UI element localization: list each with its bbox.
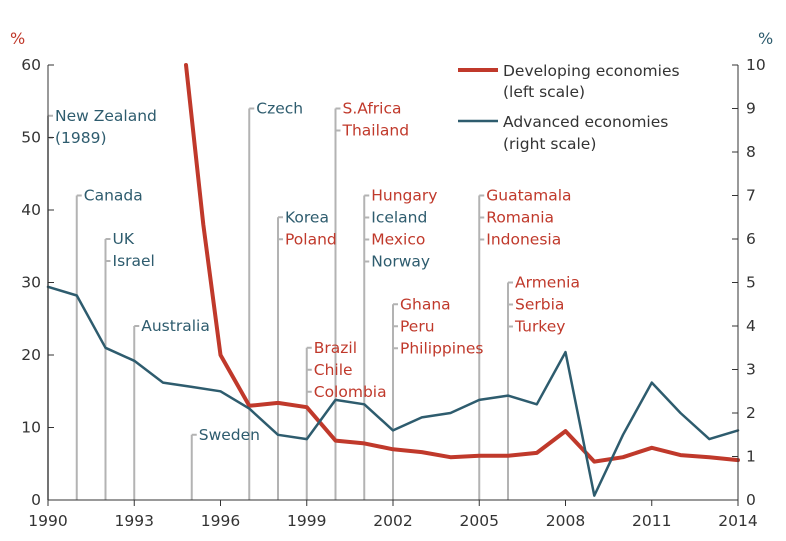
x-tick-label: 2008 bbox=[546, 512, 585, 530]
x-tick-label: 1996 bbox=[201, 512, 240, 530]
annotation-new-zealand: New Zealand bbox=[55, 107, 157, 125]
x-tick-label: 2005 bbox=[460, 512, 499, 530]
right-tick-label: 3 bbox=[746, 361, 756, 379]
annotation-turkey: Turkey bbox=[514, 318, 565, 336]
left-tick-label: 40 bbox=[21, 201, 41, 219]
annotation-peru: Peru bbox=[400, 317, 435, 335]
annotation-uk: UK bbox=[113, 230, 135, 248]
legend: Developing economies (left scale) Advanc… bbox=[458, 62, 680, 153]
right-tick-label: 4 bbox=[746, 317, 756, 335]
annotation-sweden: Sweden bbox=[199, 426, 260, 444]
x-tick-label: 2002 bbox=[373, 512, 412, 530]
right-tick-label: 10 bbox=[746, 56, 766, 74]
annotation-1989: (1989) bbox=[55, 129, 107, 147]
legend-label-developing: Developing economies bbox=[503, 62, 680, 80]
annotation-armenia: Armenia bbox=[515, 274, 580, 292]
annotation-brazil: Brazil bbox=[314, 339, 357, 357]
left-tick-label: 30 bbox=[21, 274, 41, 292]
annotation-hungary: Hungary bbox=[371, 187, 437, 205]
series-line-developing bbox=[184, 63, 740, 464]
annotation-indonesia: Indonesia bbox=[486, 231, 561, 249]
annotation-australia: Australia bbox=[141, 317, 210, 335]
right-tick-label: 6 bbox=[746, 230, 756, 248]
legend-label-advanced: Advanced economies bbox=[503, 113, 668, 131]
x-tick-label: 2011 bbox=[632, 512, 671, 530]
left-tick-label: 0 bbox=[31, 491, 41, 509]
annotation-chile: Chile bbox=[314, 361, 353, 379]
annotation-guatamala: Guatamala bbox=[486, 187, 571, 205]
annotation-canada: Canada bbox=[84, 187, 143, 205]
left-tick-label: 60 bbox=[21, 56, 41, 74]
annotation-norway: Norway bbox=[371, 253, 430, 271]
annotation-mexico: Mexico bbox=[371, 231, 425, 249]
annotation-s-africa: S.Africa bbox=[343, 100, 402, 118]
x-tick-label: 2014 bbox=[718, 512, 757, 530]
annotation-romania: Romania bbox=[486, 209, 554, 227]
series-line-advanced bbox=[46, 285, 740, 497]
right-tick-label: 9 bbox=[746, 100, 756, 118]
right-axis-unit: % bbox=[758, 29, 773, 48]
right-tick-label: 2 bbox=[746, 404, 756, 422]
right-tick-label: 5 bbox=[746, 274, 756, 292]
annotation-colombia: Colombia bbox=[314, 383, 387, 401]
x-tick-label: 1999 bbox=[287, 512, 326, 530]
series-lines bbox=[46, 63, 740, 497]
x-tick-label: 1993 bbox=[115, 512, 154, 530]
legend-sub-advanced: (right scale) bbox=[503, 135, 596, 153]
left-axis-unit: % bbox=[10, 29, 25, 48]
annotation-serbia: Serbia bbox=[515, 296, 564, 314]
annotation-ghana: Ghana bbox=[400, 295, 451, 313]
right-tick-label: 0 bbox=[746, 491, 756, 509]
annotation-iceland: Iceland bbox=[371, 209, 427, 227]
annotation-thailand: Thailand bbox=[342, 122, 410, 140]
x-tick-label: 1990 bbox=[28, 512, 67, 530]
left-tick-label: 20 bbox=[21, 346, 41, 364]
annotation-philippines: Philippines bbox=[400, 339, 484, 357]
annotation-czech: Czech bbox=[256, 100, 303, 118]
axes: 0 10 20 30 40 50 60 0 1 2 3 4 5 6 7 8 9 10 1990 1993 1996 199… bbox=[21, 56, 765, 530]
left-tick-label: 50 bbox=[21, 129, 41, 147]
annotation-labels: New Zealand (1989) Canada UK Israel Australia… bbox=[55, 100, 580, 444]
annotation-poland: Poland bbox=[285, 230, 337, 248]
annotation-korea: Korea bbox=[285, 208, 329, 226]
right-tick-label: 1 bbox=[746, 448, 756, 466]
legend-sub-developing: (left scale) bbox=[503, 83, 585, 101]
annotation-israel: Israel bbox=[113, 252, 155, 270]
right-tick-label: 8 bbox=[746, 143, 756, 161]
annotation-marker-lines bbox=[47, 107, 513, 500]
left-tick-label: 10 bbox=[21, 419, 41, 437]
right-tick-label: 7 bbox=[746, 187, 756, 205]
